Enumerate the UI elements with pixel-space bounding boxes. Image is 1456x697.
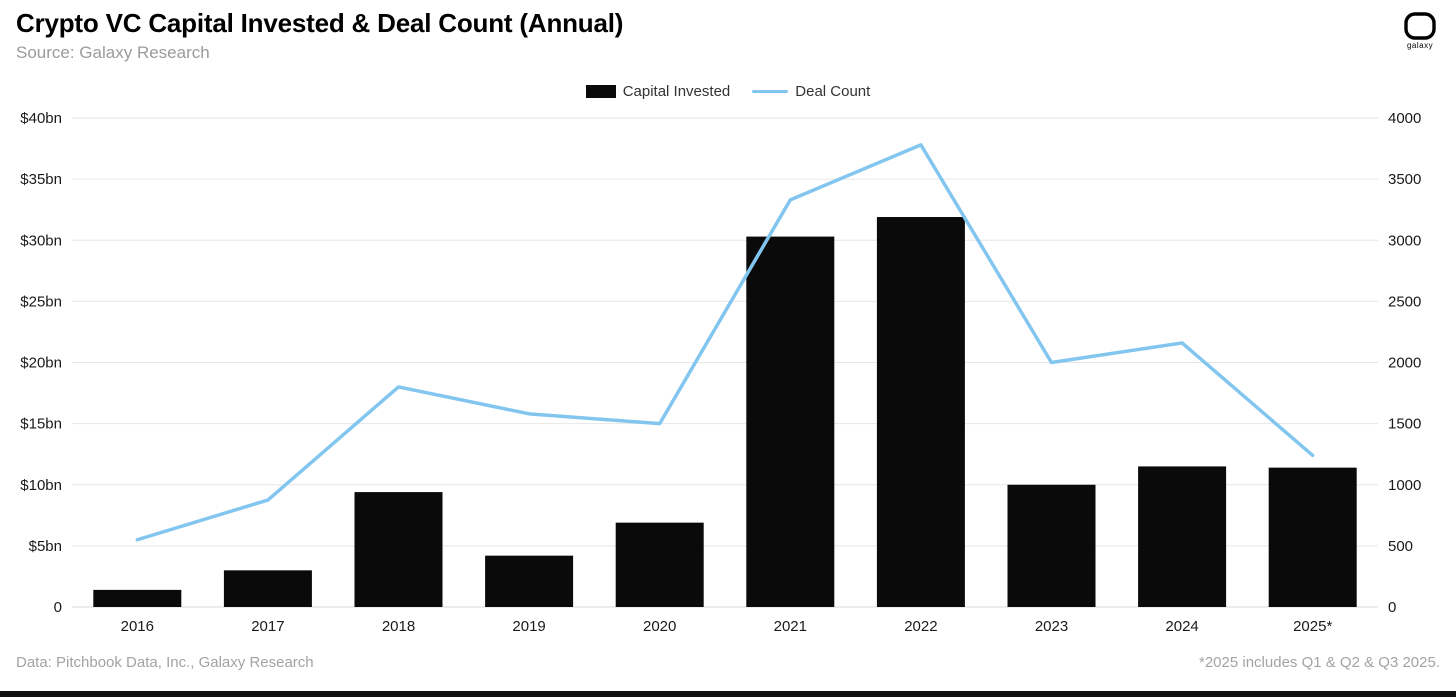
- left-axis-tick-label: $20bn: [20, 355, 62, 372]
- legend-label: Deal Count: [795, 82, 871, 100]
- right-axis-tick-label: 2500: [1388, 293, 1421, 310]
- x-axis-label-2016: 2016: [121, 618, 154, 635]
- galaxy-logo-label: galaxy: [1406, 41, 1434, 50]
- x-axis-label-2017: 2017: [251, 618, 284, 635]
- right-axis-tick-label: 3500: [1388, 171, 1421, 188]
- x-axis-label-2020: 2020: [643, 618, 676, 635]
- legend-item-deal-count: Deal Count: [752, 83, 870, 100]
- bar-2019: [485, 555, 574, 607]
- legend-item-capital-invested: Capital Invested: [585, 82, 731, 100]
- bar-2022: [876, 217, 965, 607]
- bar-2016: [93, 589, 182, 607]
- right-axis-tick-label: 0: [1388, 599, 1396, 616]
- right-axis-tick-label: 4000: [1388, 110, 1421, 127]
- x-axis-label-2025*: 2025*: [1293, 618, 1332, 635]
- left-axis-tick-label: $15bn: [20, 416, 62, 433]
- galaxy-logo: galaxy: [1404, 12, 1436, 50]
- chart-header: Crypto VC Capital Invested & Deal Count …: [0, 0, 1456, 72]
- deal-count-line: [135, 143, 1315, 542]
- legend-label: Capital Invested: [622, 82, 731, 100]
- footer-data-credit: Data: Pitchbook Data, Inc., Galaxy Resea…: [16, 654, 314, 671]
- bottom-edge-bar: [0, 691, 1456, 697]
- x-axis-label-2022: 2022: [904, 618, 937, 635]
- right-axis-tick-label: 500: [1388, 538, 1413, 555]
- chart-area: $40bn 4000 $35bn 3500 $30bn 3000 $25bn 2500 $20b…: [0, 108, 1456, 648]
- bar-2023: [1007, 484, 1096, 607]
- right-axis-tick-label: 3000: [1388, 232, 1421, 249]
- page-title: Crypto VC Capital Invested & Deal Count …: [16, 8, 624, 38]
- legend-line-swatch: [752, 89, 789, 93]
- x-axis-label-2023: 2023: [1035, 618, 1068, 635]
- left-axis-tick-label: $35bn: [20, 171, 62, 188]
- x-axis-label-2018: 2018: [382, 618, 415, 635]
- x-axis-label-2024: 2024: [1165, 618, 1198, 635]
- left-axis-tick-label: $25bn: [20, 293, 62, 310]
- bar-2024: [1138, 466, 1227, 607]
- left-axis-tick-label: $10bn: [20, 477, 62, 494]
- right-axis-tick-label: 1500: [1388, 416, 1421, 433]
- right-axis-tick-label: 1000: [1388, 477, 1421, 494]
- x-axis-label-2021: 2021: [774, 618, 807, 635]
- bar-2021: [746, 236, 835, 607]
- left-axis-tick-label: $30bn: [20, 232, 62, 249]
- right-axis-tick-label: 2000: [1388, 355, 1421, 372]
- legend-bar-swatch: [585, 84, 616, 98]
- bar-2025*: [1268, 467, 1357, 607]
- left-axis-tick-label: $5bn: [29, 538, 62, 555]
- title-block: Crypto VC Capital Invested & Deal Count …: [16, 8, 623, 63]
- bar-2018: [354, 492, 443, 607]
- chart-svg: $40bn 4000 $35bn 3500 $30bn 3000 $25bn 2500 $20b…: [20, 110, 1421, 635]
- chart-source: Source: Galaxy Research: [16, 43, 210, 62]
- chart-legend: Capital Invested Deal Count: [0, 78, 1456, 104]
- bar-2017: [223, 570, 312, 607]
- left-axis-tick-label: 0: [54, 599, 62, 616]
- bar-2020: [615, 522, 704, 607]
- galaxy-logo-icon: [1404, 12, 1436, 40]
- x-axis-label-2019: 2019: [512, 618, 545, 635]
- left-axis-tick-label: $40bn: [20, 110, 62, 127]
- chart-footer: Data: Pitchbook Data, Inc., Galaxy Resea…: [0, 648, 1456, 671]
- footer-note: *2025 includes Q1 & Q2 & Q3 2025.: [1199, 654, 1440, 671]
